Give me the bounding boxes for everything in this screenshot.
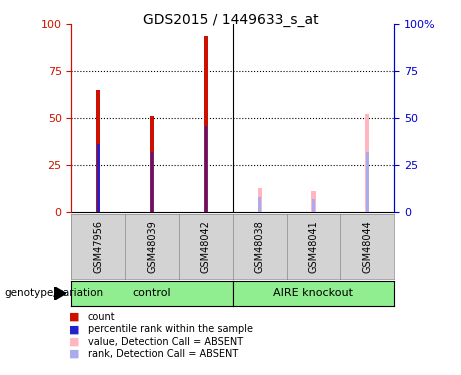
Polygon shape: [54, 286, 66, 300]
Bar: [312, 199, 315, 212]
Text: GSM47956: GSM47956: [93, 220, 103, 273]
Text: GSM48044: GSM48044: [362, 220, 372, 273]
Text: genotype/variation: genotype/variation: [5, 288, 104, 298]
Text: GSM48041: GSM48041: [308, 220, 319, 273]
Bar: [258, 197, 261, 212]
Text: AIRE knockout: AIRE knockout: [273, 288, 354, 298]
Text: GSM48042: GSM48042: [201, 220, 211, 273]
Bar: [150, 116, 154, 212]
Bar: [311, 191, 316, 212]
Bar: [365, 114, 369, 212]
Bar: [205, 126, 207, 212]
Bar: [97, 144, 100, 212]
Text: value, Detection Call = ABSENT: value, Detection Call = ABSENT: [88, 337, 242, 346]
Bar: [204, 36, 208, 212]
Bar: [151, 152, 154, 212]
Text: GSM48038: GSM48038: [254, 220, 265, 273]
Bar: [366, 152, 369, 212]
Bar: [258, 188, 262, 212]
Text: ■: ■: [69, 312, 80, 322]
Text: control: control: [133, 288, 171, 298]
Text: count: count: [88, 312, 115, 322]
Text: ■: ■: [69, 324, 80, 334]
Text: rank, Detection Call = ABSENT: rank, Detection Call = ABSENT: [88, 349, 238, 359]
Text: GDS2015 / 1449633_s_at: GDS2015 / 1449633_s_at: [143, 13, 318, 27]
Bar: [96, 90, 100, 212]
Text: percentile rank within the sample: percentile rank within the sample: [88, 324, 253, 334]
Text: ■: ■: [69, 349, 80, 359]
Text: GSM48039: GSM48039: [147, 220, 157, 273]
Text: ■: ■: [69, 337, 80, 346]
